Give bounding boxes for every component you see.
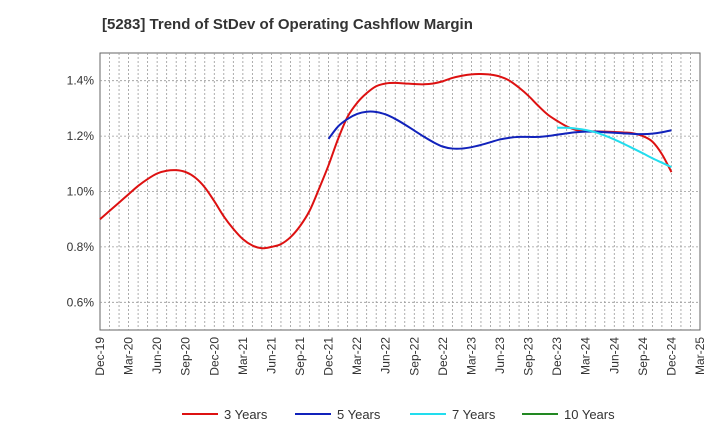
x-tick-label: Dec-24 [664,337,678,376]
x-tick-label: Dec-23 [550,337,564,376]
legend-label: 7 Years [452,407,496,422]
series-line-5-years [327,110,672,150]
chart-title: [5283] Trend of StDev of Operating Cashf… [102,16,473,33]
y-tick-layer: 0.6% 0.8% 1.0% 1.2% 1.4% [67,74,95,310]
x-tick-label: Jun-21 [264,337,278,374]
legend-label: 5 Years [337,407,381,422]
x-tick-label: Dec-19 [93,337,107,376]
x-tick-label: Sep-23 [522,337,536,376]
legend: 3 Years 5 Years 7 Years 10 Years [182,407,615,422]
x-tick-label: Mar-20 [122,337,136,375]
grid-layer [100,53,700,330]
x-tick-label: Mar-24 [579,337,593,375]
x-tick-label: Sep-20 [179,337,193,376]
y-tick-label: 1.2% [67,129,95,143]
y-tick-label: 0.8% [67,240,95,254]
x-tick-label: Mar-25 [693,337,707,375]
series-layer [99,73,673,250]
x-tick-label: Sep-21 [293,337,307,376]
legend-label: 3 Years [224,407,268,422]
series-line-3-years [99,73,673,250]
x-tick-label: Sep-22 [407,337,421,376]
x-tick-label: Jun-24 [607,337,621,374]
series-line-7-years [557,126,672,169]
y-tick-label: 1.0% [67,185,95,199]
x-tick-label: Jun-23 [493,337,507,374]
legend-label: 10 Years [564,407,615,422]
x-tick-layer: Dec-19 Mar-20 Jun-20 Sep-20 Dec-20 Mar-21 Jun-… [93,337,707,376]
x-tick-label: Dec-21 [322,337,336,376]
y-tick-label: 1.4% [67,74,95,88]
x-tick-label: Sep-24 [636,337,650,376]
x-tick-label: Mar-22 [350,337,364,375]
x-tick-label: Mar-21 [236,337,250,375]
x-tick-label: Dec-22 [436,337,450,376]
x-tick-label: Jun-22 [379,337,393,374]
x-tick-label: Jun-20 [150,337,164,374]
x-tick-label: Mar-23 [464,337,478,375]
y-tick-label: 0.6% [67,295,95,309]
x-tick-label: Dec-20 [207,337,221,376]
